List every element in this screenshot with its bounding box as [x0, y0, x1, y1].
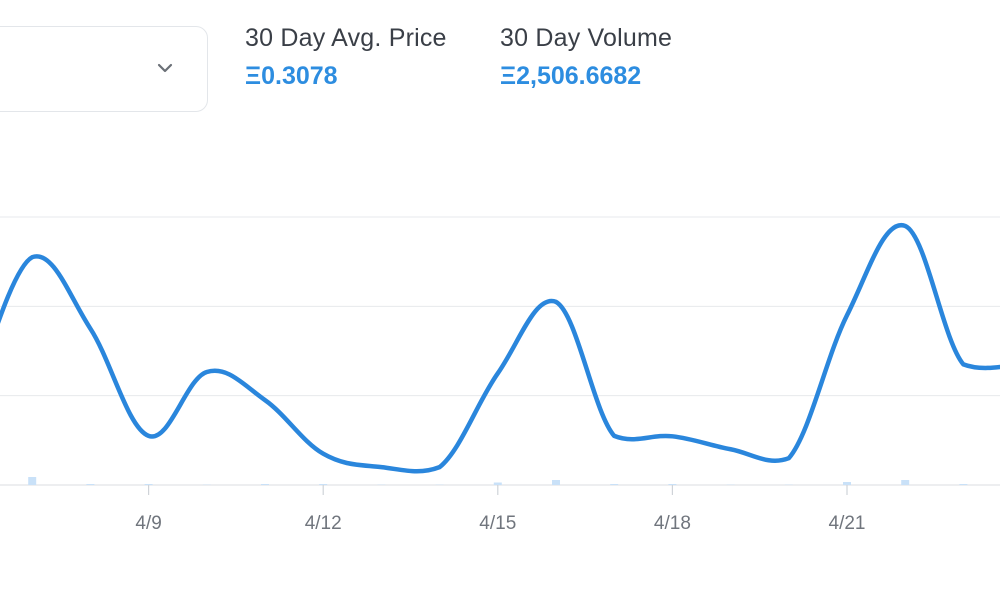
volume-bar [86, 484, 95, 485]
volume-bar [319, 484, 328, 485]
x-tick-label: 4/12 [305, 513, 342, 534]
volume-bars [28, 477, 968, 485]
x-tick-label: 4/18 [654, 513, 691, 534]
volume-bar [28, 477, 37, 485]
price-line [0, 222, 1000, 474]
volume-bar [901, 480, 910, 485]
avg-price-label: 30 Day Avg. Price [245, 24, 447, 52]
volume-bar [843, 482, 851, 485]
x-axis-ticks: 4/94/124/154/184/214 [135, 485, 866, 534]
volume-bar [261, 484, 269, 485]
price-line-series [0, 222, 1000, 474]
volume-label: 30 Day Volume [500, 24, 673, 52]
volume-bar [610, 484, 619, 485]
volume-stat: 30 Day Volume Ξ2,506.6682 [500, 22, 672, 92]
volume-value: Ξ2,506.6682 [500, 62, 642, 90]
collection-select[interactable] [0, 26, 208, 112]
x-tick-label: 4/15 [479, 513, 516, 534]
grid-lines [0, 216, 1000, 486]
avg-price-stat: 30 Day Avg. Price Ξ0.3078 [245, 22, 447, 92]
avg-price-value: Ξ0.3078 [245, 62, 338, 90]
x-tick-label: 4/21 [829, 513, 866, 534]
chevron-down-icon[interactable] [157, 63, 173, 73]
x-tick-label: 4/9 [135, 513, 161, 534]
volume-bar [552, 480, 560, 485]
volume-bar [493, 482, 502, 485]
volume-bar [668, 484, 677, 485]
volume-bar [144, 484, 153, 485]
volume-bar [959, 484, 968, 485]
